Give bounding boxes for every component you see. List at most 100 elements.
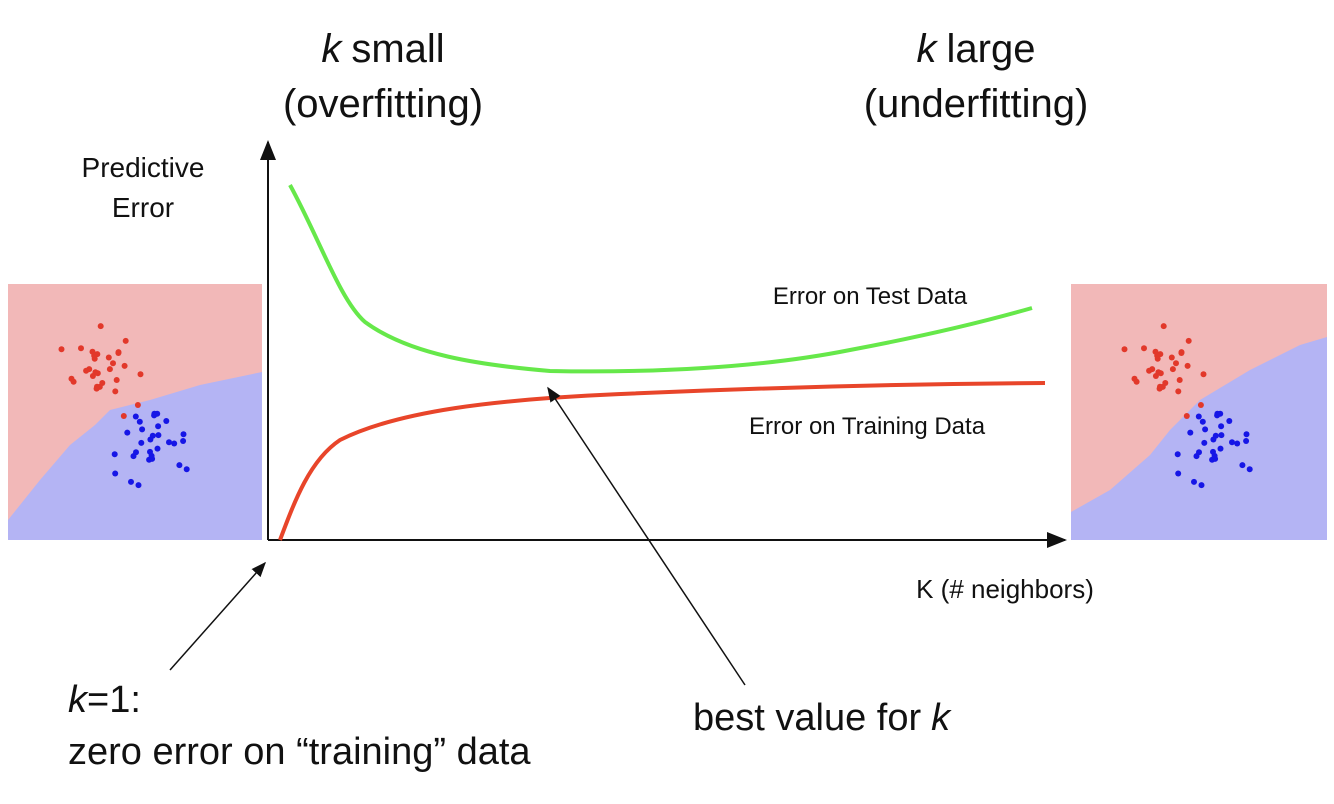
right-note: (underfitting): [864, 82, 1089, 126]
sample-point: [1184, 362, 1191, 369]
sample-point: [1217, 445, 1224, 452]
sample-point: [176, 462, 183, 469]
sample-point: [1141, 345, 1147, 352]
sample-point: [1185, 337, 1192, 344]
sample-point: [149, 432, 156, 439]
sample-point: [1146, 367, 1153, 374]
sample-point: [106, 366, 113, 373]
sample-point: [1218, 432, 1225, 439]
sample-point: [1243, 431, 1250, 438]
sample-point: [58, 346, 65, 353]
sample-point: [128, 478, 134, 485]
sample-point: [1155, 369, 1162, 376]
sample-point: [166, 439, 172, 446]
sample-point: [1202, 426, 1209, 433]
sample-point: [122, 337, 129, 344]
sample-point: [120, 413, 127, 419]
sample-point: [105, 354, 112, 361]
sample-point: [180, 438, 187, 444]
sample-point: [1210, 448, 1216, 455]
sample-point: [147, 448, 153, 455]
sample-point: [1195, 413, 1202, 420]
sample-point: [137, 371, 144, 378]
k1-detail: zero error on “training” data: [68, 731, 531, 773]
sample-point: [1191, 478, 1197, 485]
sample-point: [1176, 377, 1183, 383]
x-label: K (# neighbors): [916, 574, 1094, 604]
sample-point: [92, 369, 99, 376]
sample-point: [136, 418, 143, 425]
sample-point: [1133, 378, 1140, 385]
sample-point: [163, 418, 170, 424]
sample-point: [1169, 366, 1176, 373]
sample-point: [151, 412, 158, 419]
sample-point: [1162, 380, 1169, 386]
right-panel: [1071, 284, 1327, 540]
sample-point: [1226, 418, 1233, 424]
sample-point: [70, 378, 77, 385]
right-title: k large: [917, 27, 1036, 71]
sample-point: [112, 388, 119, 395]
sample-point: [112, 470, 119, 477]
sample-point: [1212, 432, 1219, 439]
sample-point: [1246, 466, 1253, 473]
sample-point: [1152, 348, 1159, 355]
y-label: Error: [112, 192, 174, 223]
arrow: [547, 386, 746, 686]
sample-point: [115, 350, 122, 356]
training-curve: [278, 381, 1046, 541]
sample-point: [134, 402, 141, 408]
sample-point: [1174, 451, 1181, 458]
sample-point: [1160, 323, 1167, 330]
sample-point: [171, 440, 178, 447]
left-panel: [8, 284, 262, 540]
y-label: Predictive: [82, 152, 205, 183]
sample-point: [183, 466, 190, 473]
sample-point: [1175, 388, 1182, 395]
sample-point: [139, 426, 146, 433]
sample-point: [133, 449, 139, 456]
test-curve: [288, 184, 1033, 374]
sample-point: [180, 431, 187, 438]
sample-point: [93, 385, 100, 392]
left-title: k small: [321, 27, 444, 71]
sample-point: [135, 482, 142, 489]
sample-point: [1178, 350, 1185, 356]
left-note: (overfitting): [283, 82, 483, 126]
sample-point: [1243, 438, 1250, 444]
sample-point: [1156, 385, 1163, 392]
sample-point: [138, 439, 145, 446]
sample-point: [132, 413, 139, 420]
sample-point: [155, 432, 162, 439]
sample-point: [1200, 371, 1207, 378]
sample-point: [1183, 413, 1190, 419]
sample-point: [1229, 439, 1235, 446]
sample-point: [1198, 482, 1205, 489]
sample-point: [110, 360, 116, 367]
sample-point: [1173, 360, 1179, 367]
sample-point: [89, 348, 96, 355]
sample-point: [97, 323, 104, 330]
sample-point: [1175, 470, 1182, 477]
sample-point: [1187, 429, 1194, 436]
k1-label: k=1:: [68, 679, 141, 721]
sample-point: [1197, 402, 1204, 408]
sample-point: [83, 367, 90, 374]
arrow: [169, 561, 266, 671]
sample-point: [1168, 354, 1175, 361]
best-label: best value for k: [693, 697, 952, 739]
sample-point: [121, 362, 128, 369]
sample-point: [154, 445, 161, 452]
sample-point: [1201, 439, 1208, 446]
sample-point: [124, 429, 131, 436]
test-label: Error on Test Data: [773, 283, 968, 310]
sample-point: [1218, 423, 1225, 430]
sample-point: [111, 451, 118, 458]
sample-point: [155, 423, 162, 430]
sample-point: [99, 380, 106, 386]
sample-point: [1121, 346, 1128, 353]
sample-point: [1239, 462, 1246, 469]
sample-point: [1199, 418, 1206, 425]
sample-point: [1214, 412, 1221, 419]
